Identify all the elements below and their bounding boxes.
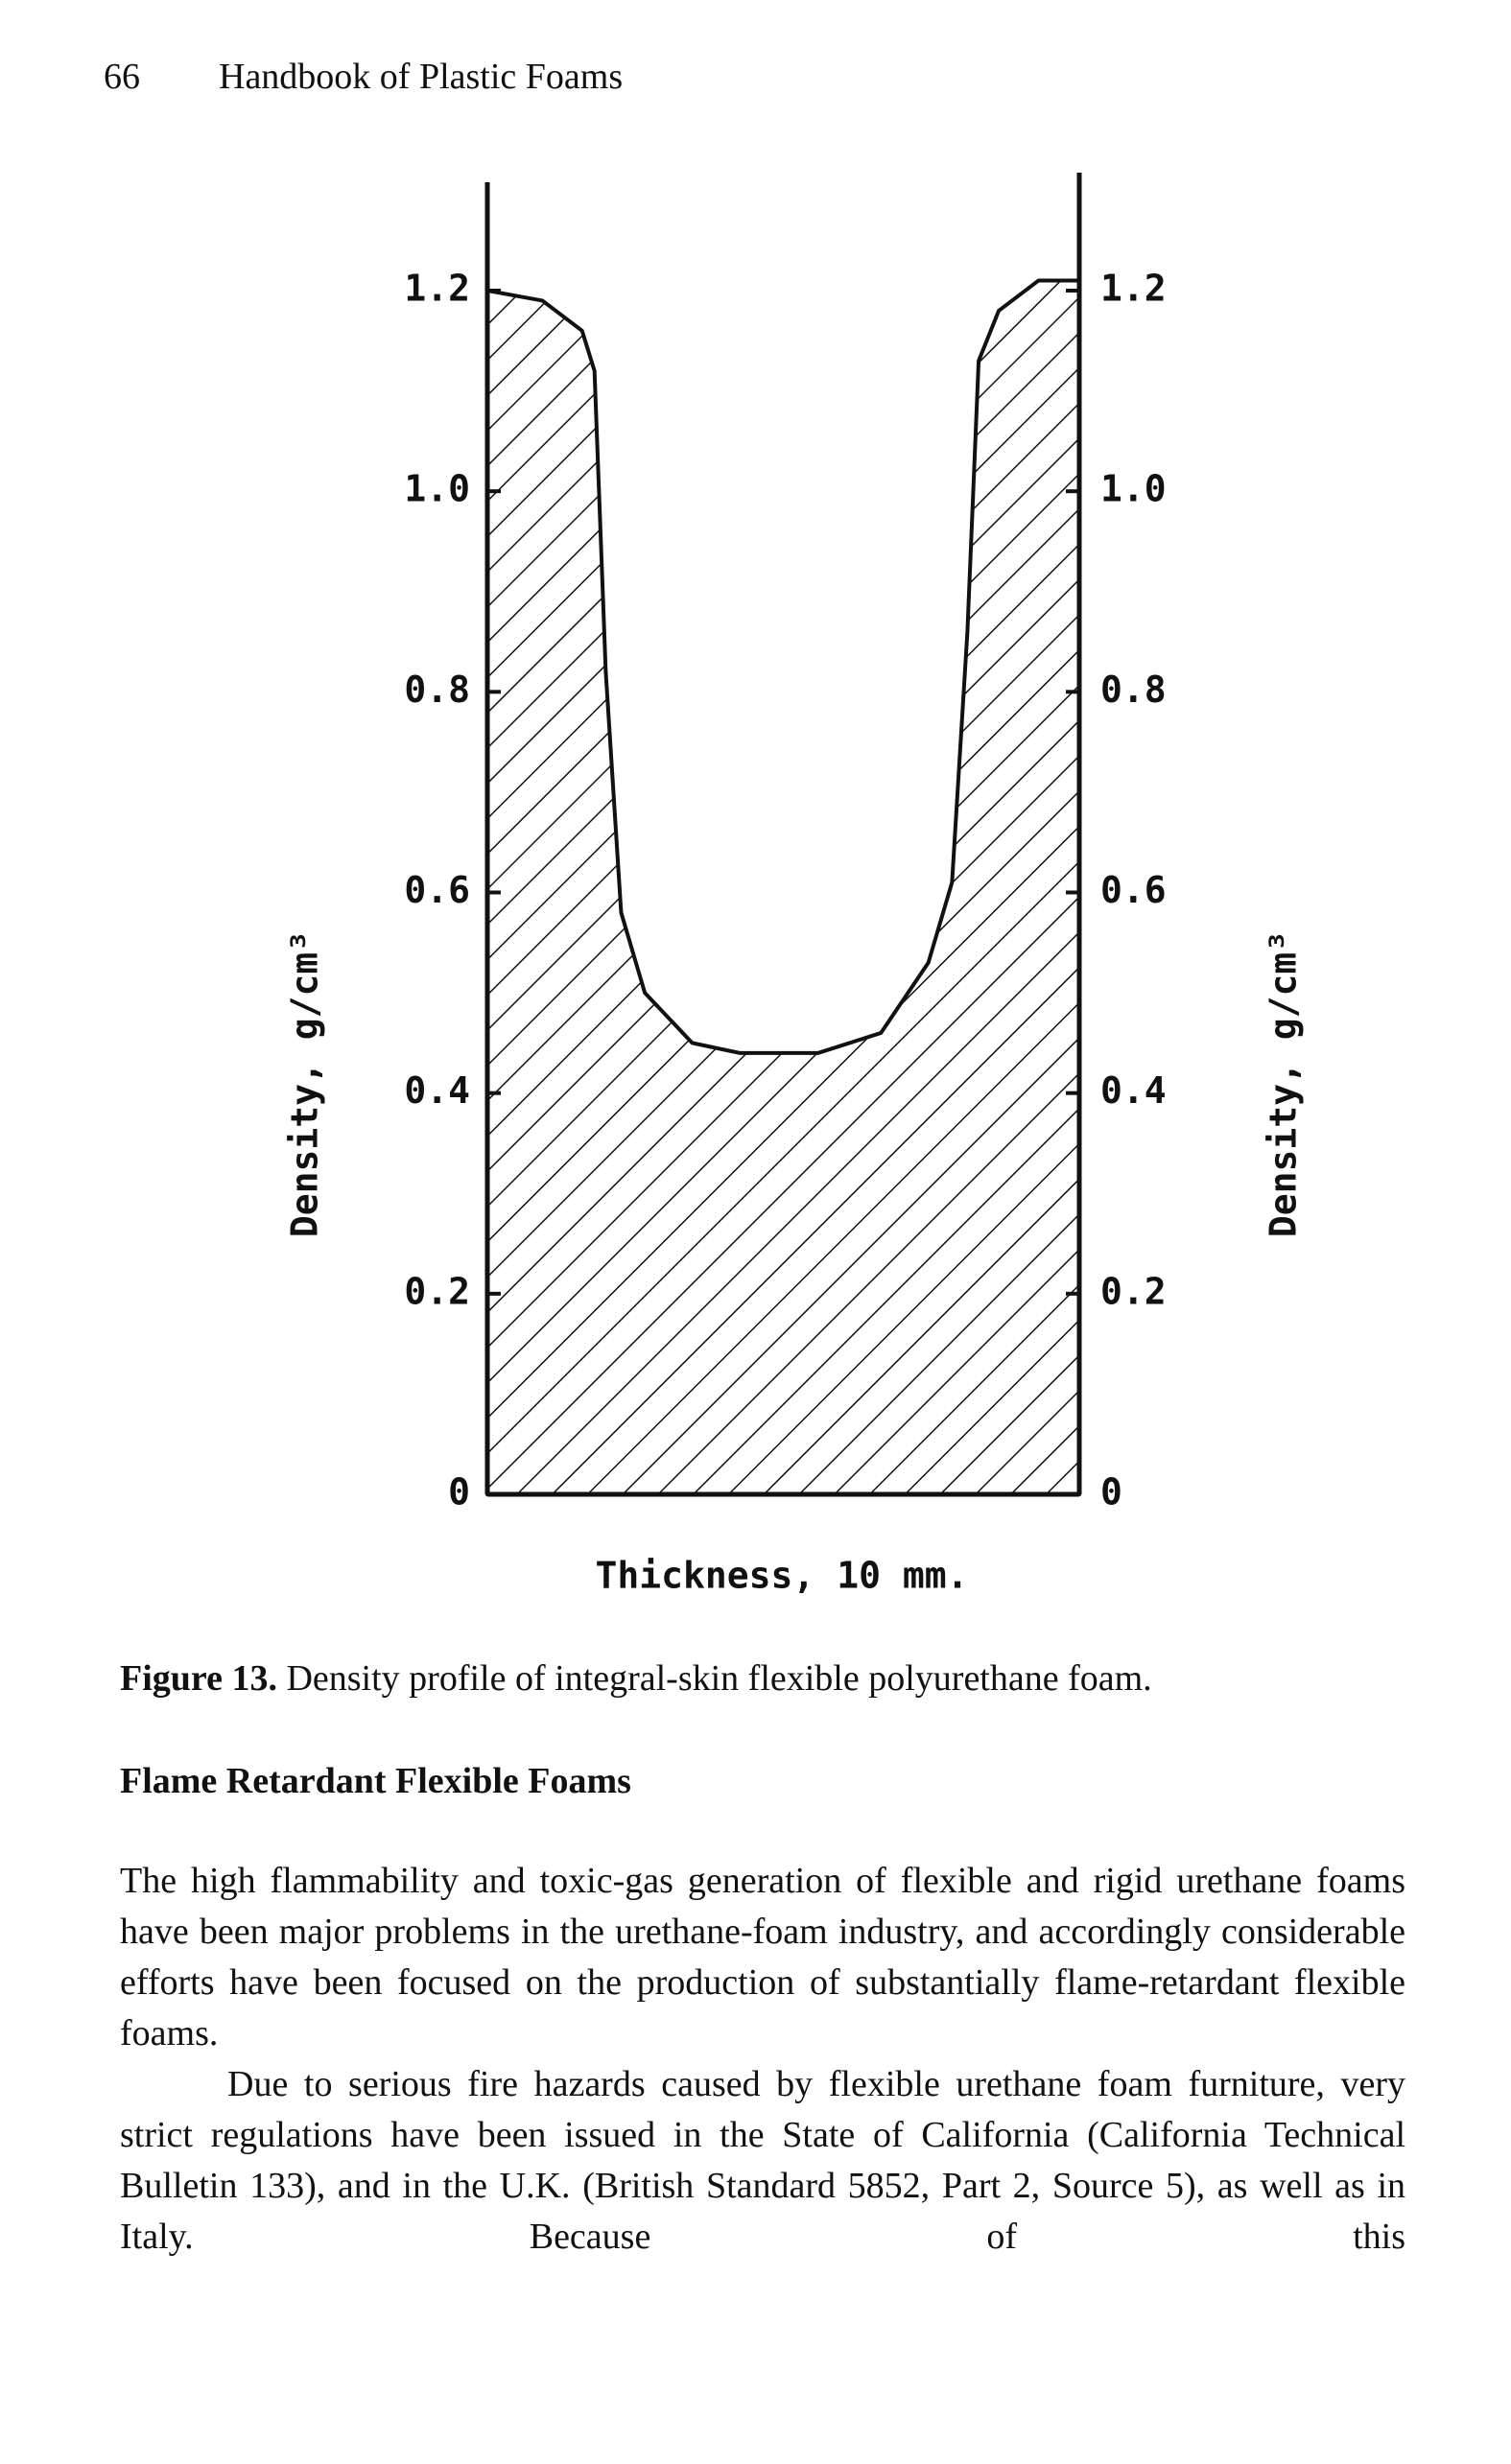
y2-tick-label: 0.4 xyxy=(1100,1069,1167,1112)
caption-label: Figure 13. xyxy=(120,1658,277,1699)
y2-tick-label: 0.2 xyxy=(1100,1270,1167,1312)
caption-text: Density profile of integral-skin flexibl… xyxy=(286,1658,1152,1699)
y-tick-label: 0.6 xyxy=(404,869,470,911)
section-heading: Flame Retardant Flexible Foams xyxy=(120,1761,631,1801)
running-title: Handbook of Plastic Foams xyxy=(219,57,624,97)
y2-tick-label: 0.6 xyxy=(1100,869,1167,911)
chart: 0 0.2 0.4 0.6 0.8 1.0 1.2 0 0.2 0.4 0.6 0.8 1.0 1.2 De… xyxy=(284,173,1305,1597)
y2-tick-label: 0.8 xyxy=(1100,669,1167,711)
x-axis-title: Thickness, 10 mm. xyxy=(596,1555,969,1597)
y2-axis-title: Density, g/cm³ xyxy=(1263,930,1305,1237)
page-number: 66 xyxy=(104,57,140,97)
y-tick-label: 0.8 xyxy=(404,669,470,711)
y2-tick-label: 0 xyxy=(1100,1471,1122,1514)
density-area xyxy=(485,278,1081,1496)
y-axis-title: Density, g/cm³ xyxy=(284,930,326,1237)
y2-tick-label: 1.2 xyxy=(1100,268,1167,310)
y-tick-label: 0.2 xyxy=(404,1270,470,1312)
caption: Figure 13. Density profile of integral-s… xyxy=(120,1657,1405,1700)
y2-tick-label: 1.0 xyxy=(1100,468,1167,510)
y-tick-label: 1.2 xyxy=(404,268,470,310)
y-tick-label: 1.0 xyxy=(404,468,470,510)
paragraph: The high flammability and toxic-gas gene… xyxy=(120,1861,1405,2053)
y-tick-label: 0.4 xyxy=(404,1069,470,1112)
y-tick-label: 0 xyxy=(448,1471,470,1514)
paragraph: Due to serious fire hazards caused by fl… xyxy=(120,2064,1405,2257)
